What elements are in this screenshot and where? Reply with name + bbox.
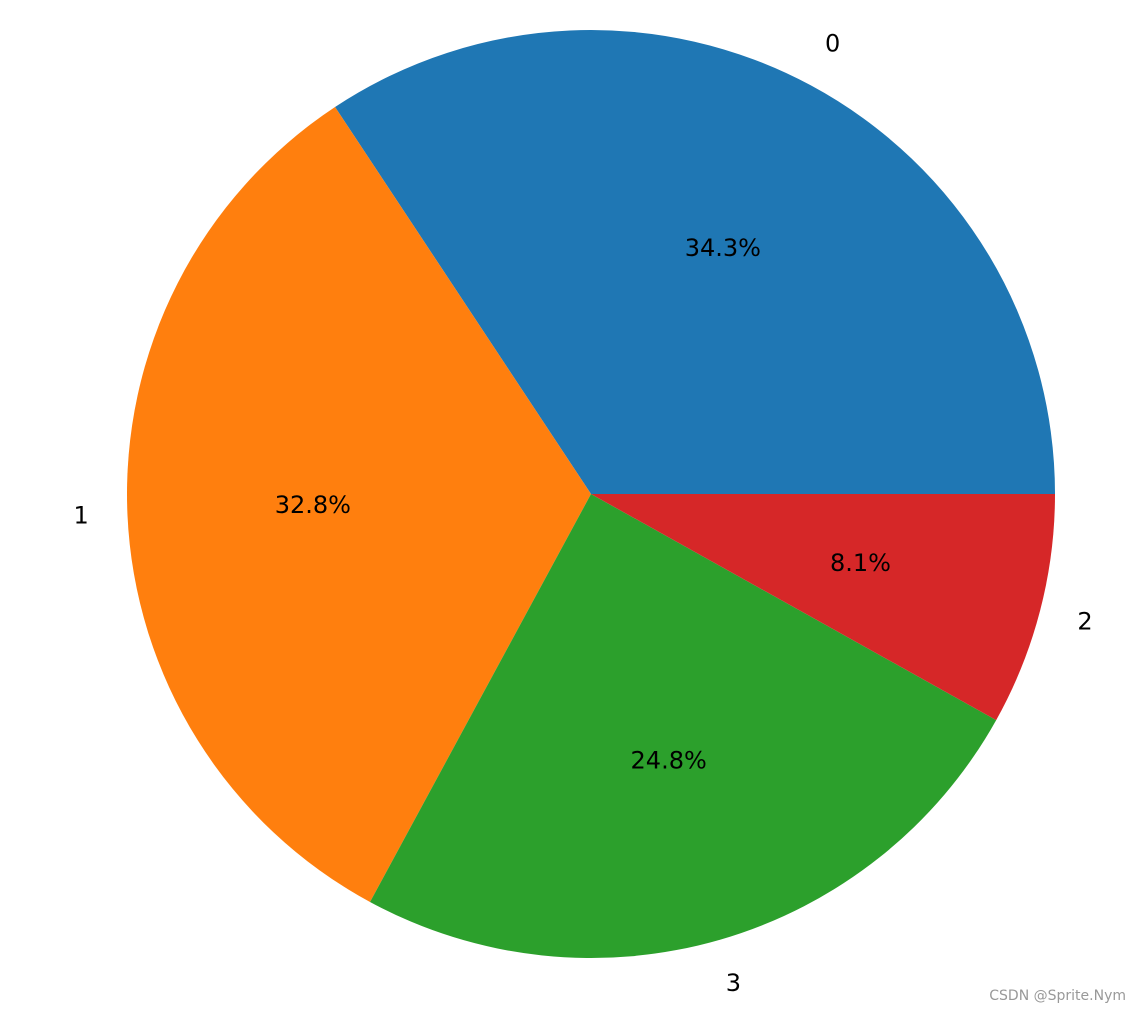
value-label: 34.3% [685, 234, 761, 262]
pie-slice [127, 106, 591, 903]
value-label: 32.8% [275, 491, 351, 519]
watermark: CSDN @Sprite.Nym [989, 988, 1126, 1004]
pie-slice [335, 30, 1055, 495]
slice-label: 2 [1077, 607, 1092, 635]
pie-slice [591, 494, 1055, 721]
value-label: 8.1% [830, 549, 891, 577]
slice-label: 1 [73, 501, 88, 529]
slice-label: 3 [726, 969, 741, 997]
slice-label: 0 [825, 29, 840, 57]
pie-slice [370, 494, 997, 958]
value-label: 24.8% [631, 746, 707, 774]
